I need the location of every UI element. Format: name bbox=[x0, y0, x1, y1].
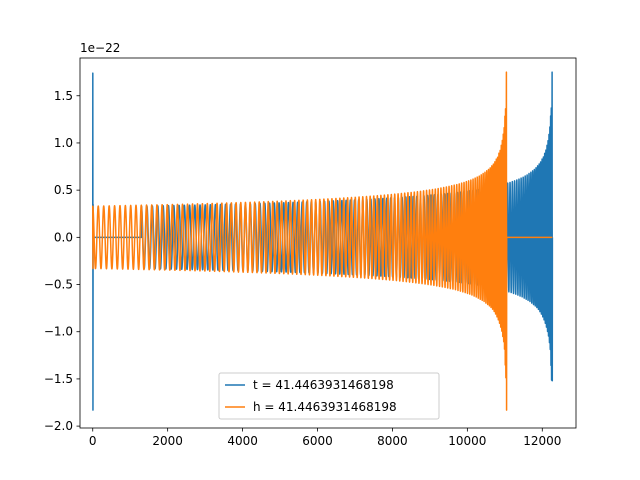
y-tick-label: 0.5 bbox=[54, 183, 73, 197]
y-tick-label: −1.5 bbox=[44, 372, 73, 386]
y-tick-label: −1.0 bbox=[44, 325, 73, 339]
x-tick-label: 6000 bbox=[302, 434, 333, 448]
y-tick-label: 0.0 bbox=[54, 230, 73, 244]
x-ticks: 0 2000 4000 6000 8000 10000 12000 bbox=[89, 428, 561, 448]
y-tick-label: 1.5 bbox=[54, 89, 73, 103]
x-tick-label: 12000 bbox=[523, 434, 561, 448]
legend: t = 41.4463931468198 h = 41.446393146819… bbox=[218, 372, 440, 420]
x-tick-label: 2000 bbox=[152, 434, 183, 448]
x-tick-label: 4000 bbox=[227, 434, 258, 448]
x-tick-label: 10000 bbox=[448, 434, 486, 448]
y-tick-label: −2.0 bbox=[44, 419, 73, 433]
series-layer bbox=[91, 71, 554, 411]
legend-label-h: h = 41.4463931468198 bbox=[253, 400, 397, 414]
y-tick-label: −0.5 bbox=[44, 278, 73, 292]
legend-label-t: t = 41.4463931468198 bbox=[253, 378, 394, 392]
offset-text: 1e−22 bbox=[80, 41, 120, 55]
series-line-h bbox=[91, 71, 553, 411]
y-ticks: −2.0 −1.5 −1.0 −0.5 0.0 0.5 1.0 1.5 bbox=[44, 89, 80, 433]
axes-frame bbox=[79, 57, 577, 429]
legend-box bbox=[218, 372, 440, 420]
x-tick-label: 8000 bbox=[377, 434, 408, 448]
y-tick-label: 1.0 bbox=[54, 136, 73, 150]
x-tick-label: 0 bbox=[89, 434, 97, 448]
